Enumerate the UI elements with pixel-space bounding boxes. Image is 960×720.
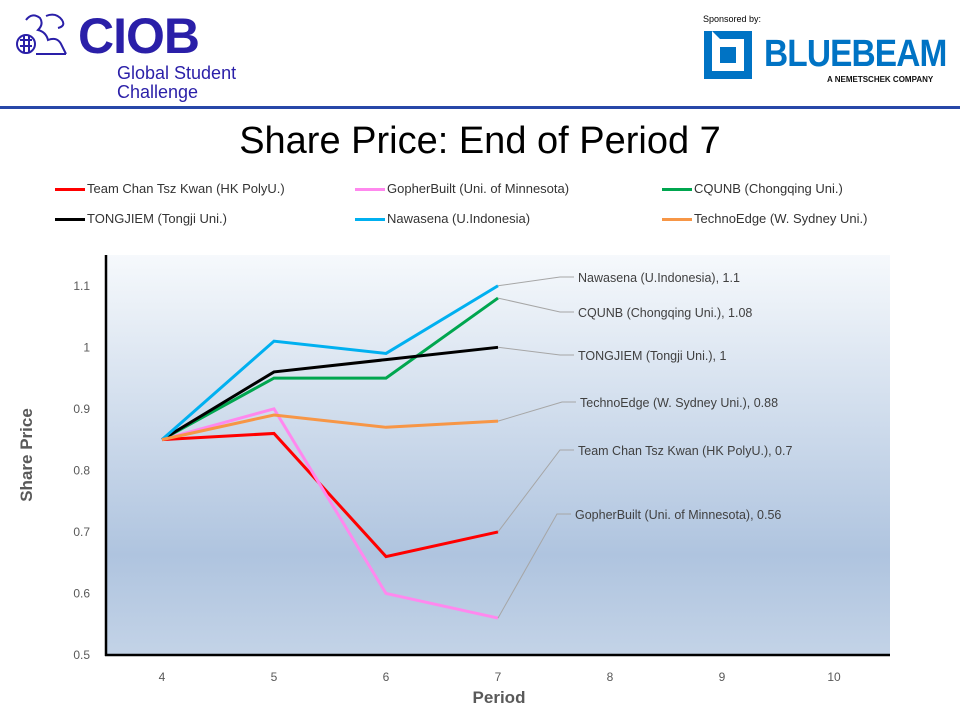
legend-item: Nawasena (U.Indonesia) xyxy=(355,211,530,226)
y-tick-label: 0.8 xyxy=(73,463,90,477)
leader-line xyxy=(497,297,574,313)
legend-item: CQUNB (Chongqing Uni.) xyxy=(662,181,843,196)
legend-swatch xyxy=(55,188,85,192)
plot-area xyxy=(106,255,890,655)
legend-swatch xyxy=(55,218,85,222)
y-axis-label: Share Price xyxy=(17,408,36,502)
leader-line xyxy=(497,449,574,533)
bluebeam-logo-text: BLUEBEAM xyxy=(764,33,947,75)
y-tick-label: 0.7 xyxy=(73,525,90,539)
data-label: Nawasena (U.Indonesia), 1.1 xyxy=(578,271,740,285)
sponsor-label: Sponsored by: xyxy=(703,14,762,24)
series-line xyxy=(161,345,499,441)
series-line xyxy=(161,431,499,559)
series-line xyxy=(161,296,499,441)
legend-item: TechnoEdge (W. Sydney Uni.) xyxy=(662,211,867,226)
series-line xyxy=(161,407,499,620)
x-tick-label: 8 xyxy=(607,670,614,684)
x-tick-label: 9 xyxy=(719,670,726,684)
x-tick-label: 7 xyxy=(495,670,502,684)
ciob-subtitle-line1: Global Student xyxy=(117,63,237,83)
leader-line xyxy=(497,401,576,422)
data-label: GopherBuilt (Uni. of Minnesota), 0.56 xyxy=(575,508,781,522)
legend-swatch xyxy=(355,188,385,192)
x-axis-label: Period xyxy=(473,688,526,707)
legend-label: TechnoEdge (W. Sydney Uni.) xyxy=(694,211,868,226)
leader-line xyxy=(497,513,571,619)
ciob-subtitle-line2: Challenge xyxy=(117,82,199,102)
data-label: TechnoEdge (W. Sydney Uni.), 0.88 xyxy=(580,396,778,410)
series-line xyxy=(161,284,499,441)
legend-swatch xyxy=(662,218,692,222)
data-label: CQUNB (Chongqing Uni.), 1.08 xyxy=(578,306,752,320)
legend-label: CQUNB (Chongqing Uni.) xyxy=(694,181,843,196)
legend-swatch xyxy=(662,188,692,192)
x-tick-label: 5 xyxy=(271,670,278,684)
header-divider xyxy=(0,106,960,109)
legend-label: TONGJIEM (Tongji Uni.) xyxy=(87,211,227,226)
legend-item: Team Chan Tsz Kwan (HK PolyU.) xyxy=(55,181,285,196)
bluebeam-tagline: A NEMETSCHEK COMPANY xyxy=(827,75,934,84)
legend-swatch xyxy=(355,218,385,222)
y-tick-label: 0.6 xyxy=(73,586,90,600)
y-tick-label: 1 xyxy=(83,340,90,354)
legend-label: GopherBuilt (Uni. of Minnesota) xyxy=(387,181,570,196)
legend-item: TONGJIEM (Tongji Uni.) xyxy=(55,211,227,226)
chart-title: Share Price: End of Period 7 xyxy=(239,120,721,162)
ciob-lion-logo-icon xyxy=(16,13,67,55)
leader-line xyxy=(497,346,574,356)
data-label: Team Chan Tsz Kwan (HK PolyU.), 0.7 xyxy=(578,444,792,458)
bluebeam-logo-icon xyxy=(704,31,752,79)
legend-item: GopherBuilt (Uni. of Minnesota) xyxy=(355,181,569,196)
x-tick-label: 4 xyxy=(159,670,166,684)
y-tick-label: 0.5 xyxy=(73,648,90,662)
data-label: TONGJIEM (Tongji Uni.), 1 xyxy=(578,349,726,363)
ciob-logo-text: CIOB xyxy=(78,8,200,64)
y-tick-label: 1.1 xyxy=(73,279,90,293)
x-tick-label: 6 xyxy=(383,670,390,684)
legend-label: Team Chan Tsz Kwan (HK PolyU.) xyxy=(87,181,285,196)
leader-line xyxy=(497,276,574,287)
series-line xyxy=(161,413,499,442)
legend-label: Nawasena (U.Indonesia) xyxy=(387,211,531,226)
x-tick-label: 10 xyxy=(827,670,841,684)
ciob-subtitle: Global Student Challenge xyxy=(117,64,236,102)
y-tick-label: 0.9 xyxy=(73,402,90,416)
